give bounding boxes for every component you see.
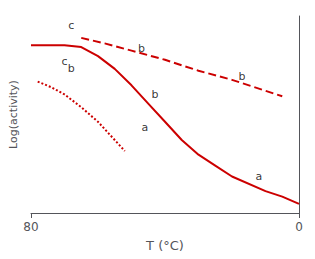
svg-text:c: c: [61, 55, 67, 68]
svg-text:c: c: [68, 19, 74, 32]
svg-text:T (°C): T (°C): [145, 238, 184, 253]
svg-text:b: b: [68, 62, 75, 75]
svg-text:b: b: [138, 42, 145, 56]
svg-text:0: 0: [295, 220, 303, 234]
svg-text:80: 80: [23, 220, 38, 234]
svg-text:b: b: [239, 70, 246, 83]
svg-text:a: a: [255, 170, 262, 183]
svg-text:Log(activity): Log(activity): [7, 80, 20, 149]
svg-text:b: b: [151, 88, 158, 101]
svg-text:a: a: [142, 121, 149, 134]
